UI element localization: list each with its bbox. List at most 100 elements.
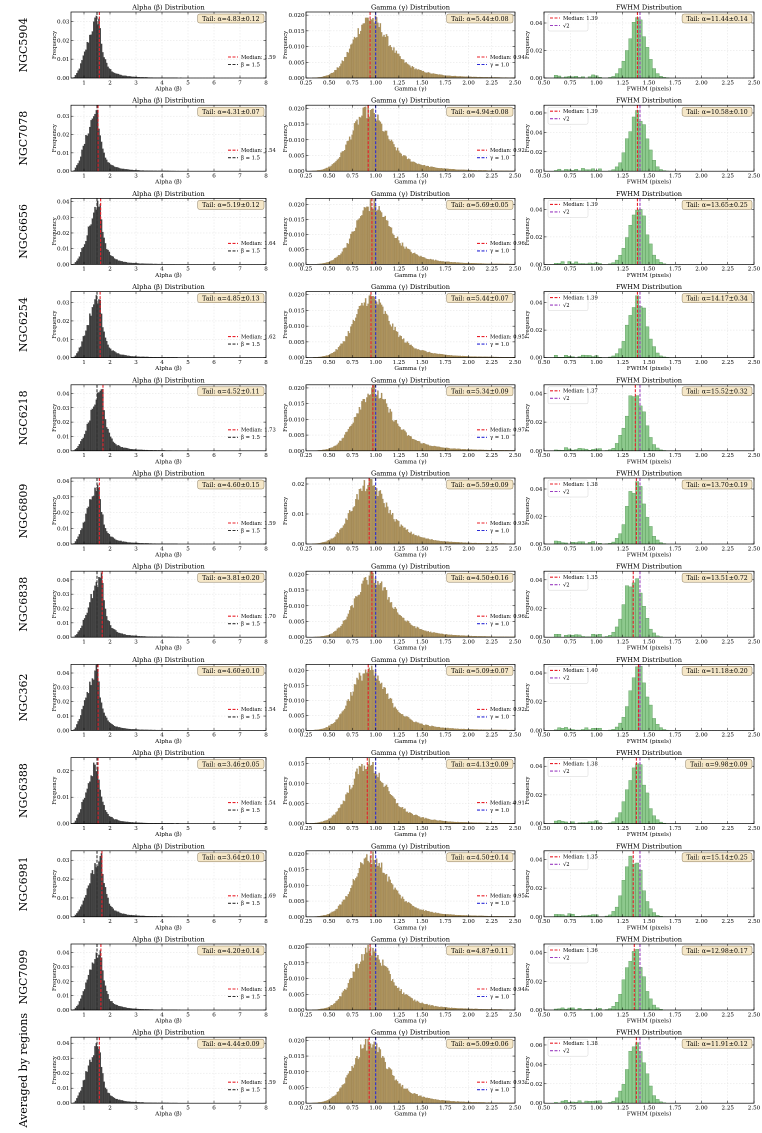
histogram-bar (348, 610, 351, 638)
x-tick-label: 5 (186, 640, 190, 646)
histogram-bar (87, 783, 90, 824)
histogram-bars (73, 665, 178, 731)
tail-label: Tail: α=4.94±0.08 (451, 109, 509, 116)
histogram-bar (120, 447, 122, 451)
legend-frame (547, 13, 589, 32)
histogram-bar (337, 255, 340, 265)
plot-frame (305, 104, 516, 172)
legend-reference-label: √2 (563, 582, 570, 589)
x-tick-label: 6 (212, 360, 216, 366)
tail-label: Tail: α=4.83±0.12 (202, 16, 260, 23)
x-axis-label: Alpha (β) (154, 86, 182, 93)
x-tick-label: 5 (186, 1012, 190, 1018)
histogram-bar (369, 199, 372, 265)
histogram-bar (355, 596, 357, 638)
histogram-bar (330, 538, 332, 545)
y-tick-label: 0.005 (288, 713, 304, 719)
histogram-bar (412, 905, 415, 917)
histogram-bar (591, 168, 595, 172)
histogram-bar (621, 152, 626, 172)
histogram-bar (395, 50, 398, 79)
histogram-bar (116, 819, 118, 824)
row-label: NGC6254 (17, 297, 30, 352)
histogram-bar (400, 153, 402, 172)
histogram-bar (426, 724, 428, 731)
histogram-bar (403, 246, 405, 265)
histogram-bar (345, 896, 347, 917)
histogram-bar (99, 577, 101, 638)
histogram-bar (395, 803, 398, 824)
histogram-bar (122, 261, 125, 265)
histogram-bar (412, 721, 415, 731)
histogram-bar (367, 303, 369, 358)
histogram-bar (358, 594, 361, 638)
x-tick-label: 3 (134, 733, 138, 739)
histogram-bar (330, 73, 332, 79)
histogram-bar (406, 902, 409, 917)
histogram-bar (448, 448, 450, 451)
histogram-bar (396, 331, 399, 358)
histogram-bar (414, 162, 416, 172)
histogram-bar (442, 913, 444, 917)
x-tick-label: 0.75 (564, 826, 577, 832)
histogram-bar (360, 488, 362, 545)
histogram-bar (422, 817, 425, 824)
histogram-bar (625, 324, 629, 358)
legend-median-label: Median: 1.69 (241, 894, 276, 900)
tail-label: Tail: α=9.98±0.09 (690, 761, 748, 768)
histogram-bar (642, 682, 646, 731)
histogram-bar (560, 261, 565, 265)
histogram-bar (404, 901, 406, 917)
histogram-bar (82, 799, 85, 824)
histogram-bar (393, 519, 395, 545)
x-tick-label: 1.25 (393, 453, 406, 459)
histogram-bar (86, 979, 88, 1011)
x-tick-label: 2.50 (509, 453, 522, 459)
y-tick-label: 0.010 (288, 232, 304, 238)
histogram-bar (412, 815, 415, 824)
histogram-bar (96, 957, 99, 1011)
histogram-bar (347, 894, 350, 917)
y-tick-label: 0.015 (288, 762, 304, 768)
histogram-bar (591, 633, 595, 638)
x-tick-label: 5 (186, 826, 190, 832)
histogram-bar (419, 350, 421, 358)
x-axis-label: Gamma (γ) (394, 86, 426, 93)
histogram-bar (334, 910, 336, 917)
y-tick-label: 0.03 (57, 685, 70, 691)
histogram-bar (398, 711, 400, 731)
histogram-bar (112, 165, 114, 172)
histogram-bar (86, 235, 88, 265)
histogram-bar (364, 298, 367, 358)
panel-title: Gamma (γ) Distribution (371, 563, 451, 571)
x-tick-label: 2.50 (509, 267, 522, 273)
x-tick-label: 2 (108, 80, 112, 86)
histogram-bar (423, 443, 426, 451)
x-tick-label: 6 (212, 919, 216, 925)
plot-frame (305, 477, 516, 545)
histogram-bar (85, 982, 87, 1011)
histogram-bar (329, 74, 331, 79)
histogram-bar (112, 256, 114, 265)
histogram-bar (416, 164, 418, 172)
histogram-bar (401, 339, 404, 358)
histogram-bar (407, 902, 410, 917)
histogram-bar (446, 541, 448, 545)
x-tick-label: 6 (212, 640, 216, 646)
panel-title: Gamma (γ) Distribution (371, 4, 451, 12)
histogram-bar (357, 774, 359, 824)
histogram-bar (447, 914, 449, 917)
histogram-bar (358, 489, 361, 545)
histogram-bar (90, 315, 92, 358)
histogram-bar (368, 575, 371, 638)
x-tick-label: 1.00 (369, 546, 382, 552)
histogram-bar (323, 820, 325, 824)
histogram-bar (86, 41, 88, 79)
histogram-bar (120, 633, 122, 638)
histogram-bar (645, 901, 650, 917)
histogram-bar (642, 124, 646, 172)
histogram-bar (385, 403, 388, 451)
histogram-bar (414, 907, 416, 917)
histogram-bar (614, 817, 619, 824)
